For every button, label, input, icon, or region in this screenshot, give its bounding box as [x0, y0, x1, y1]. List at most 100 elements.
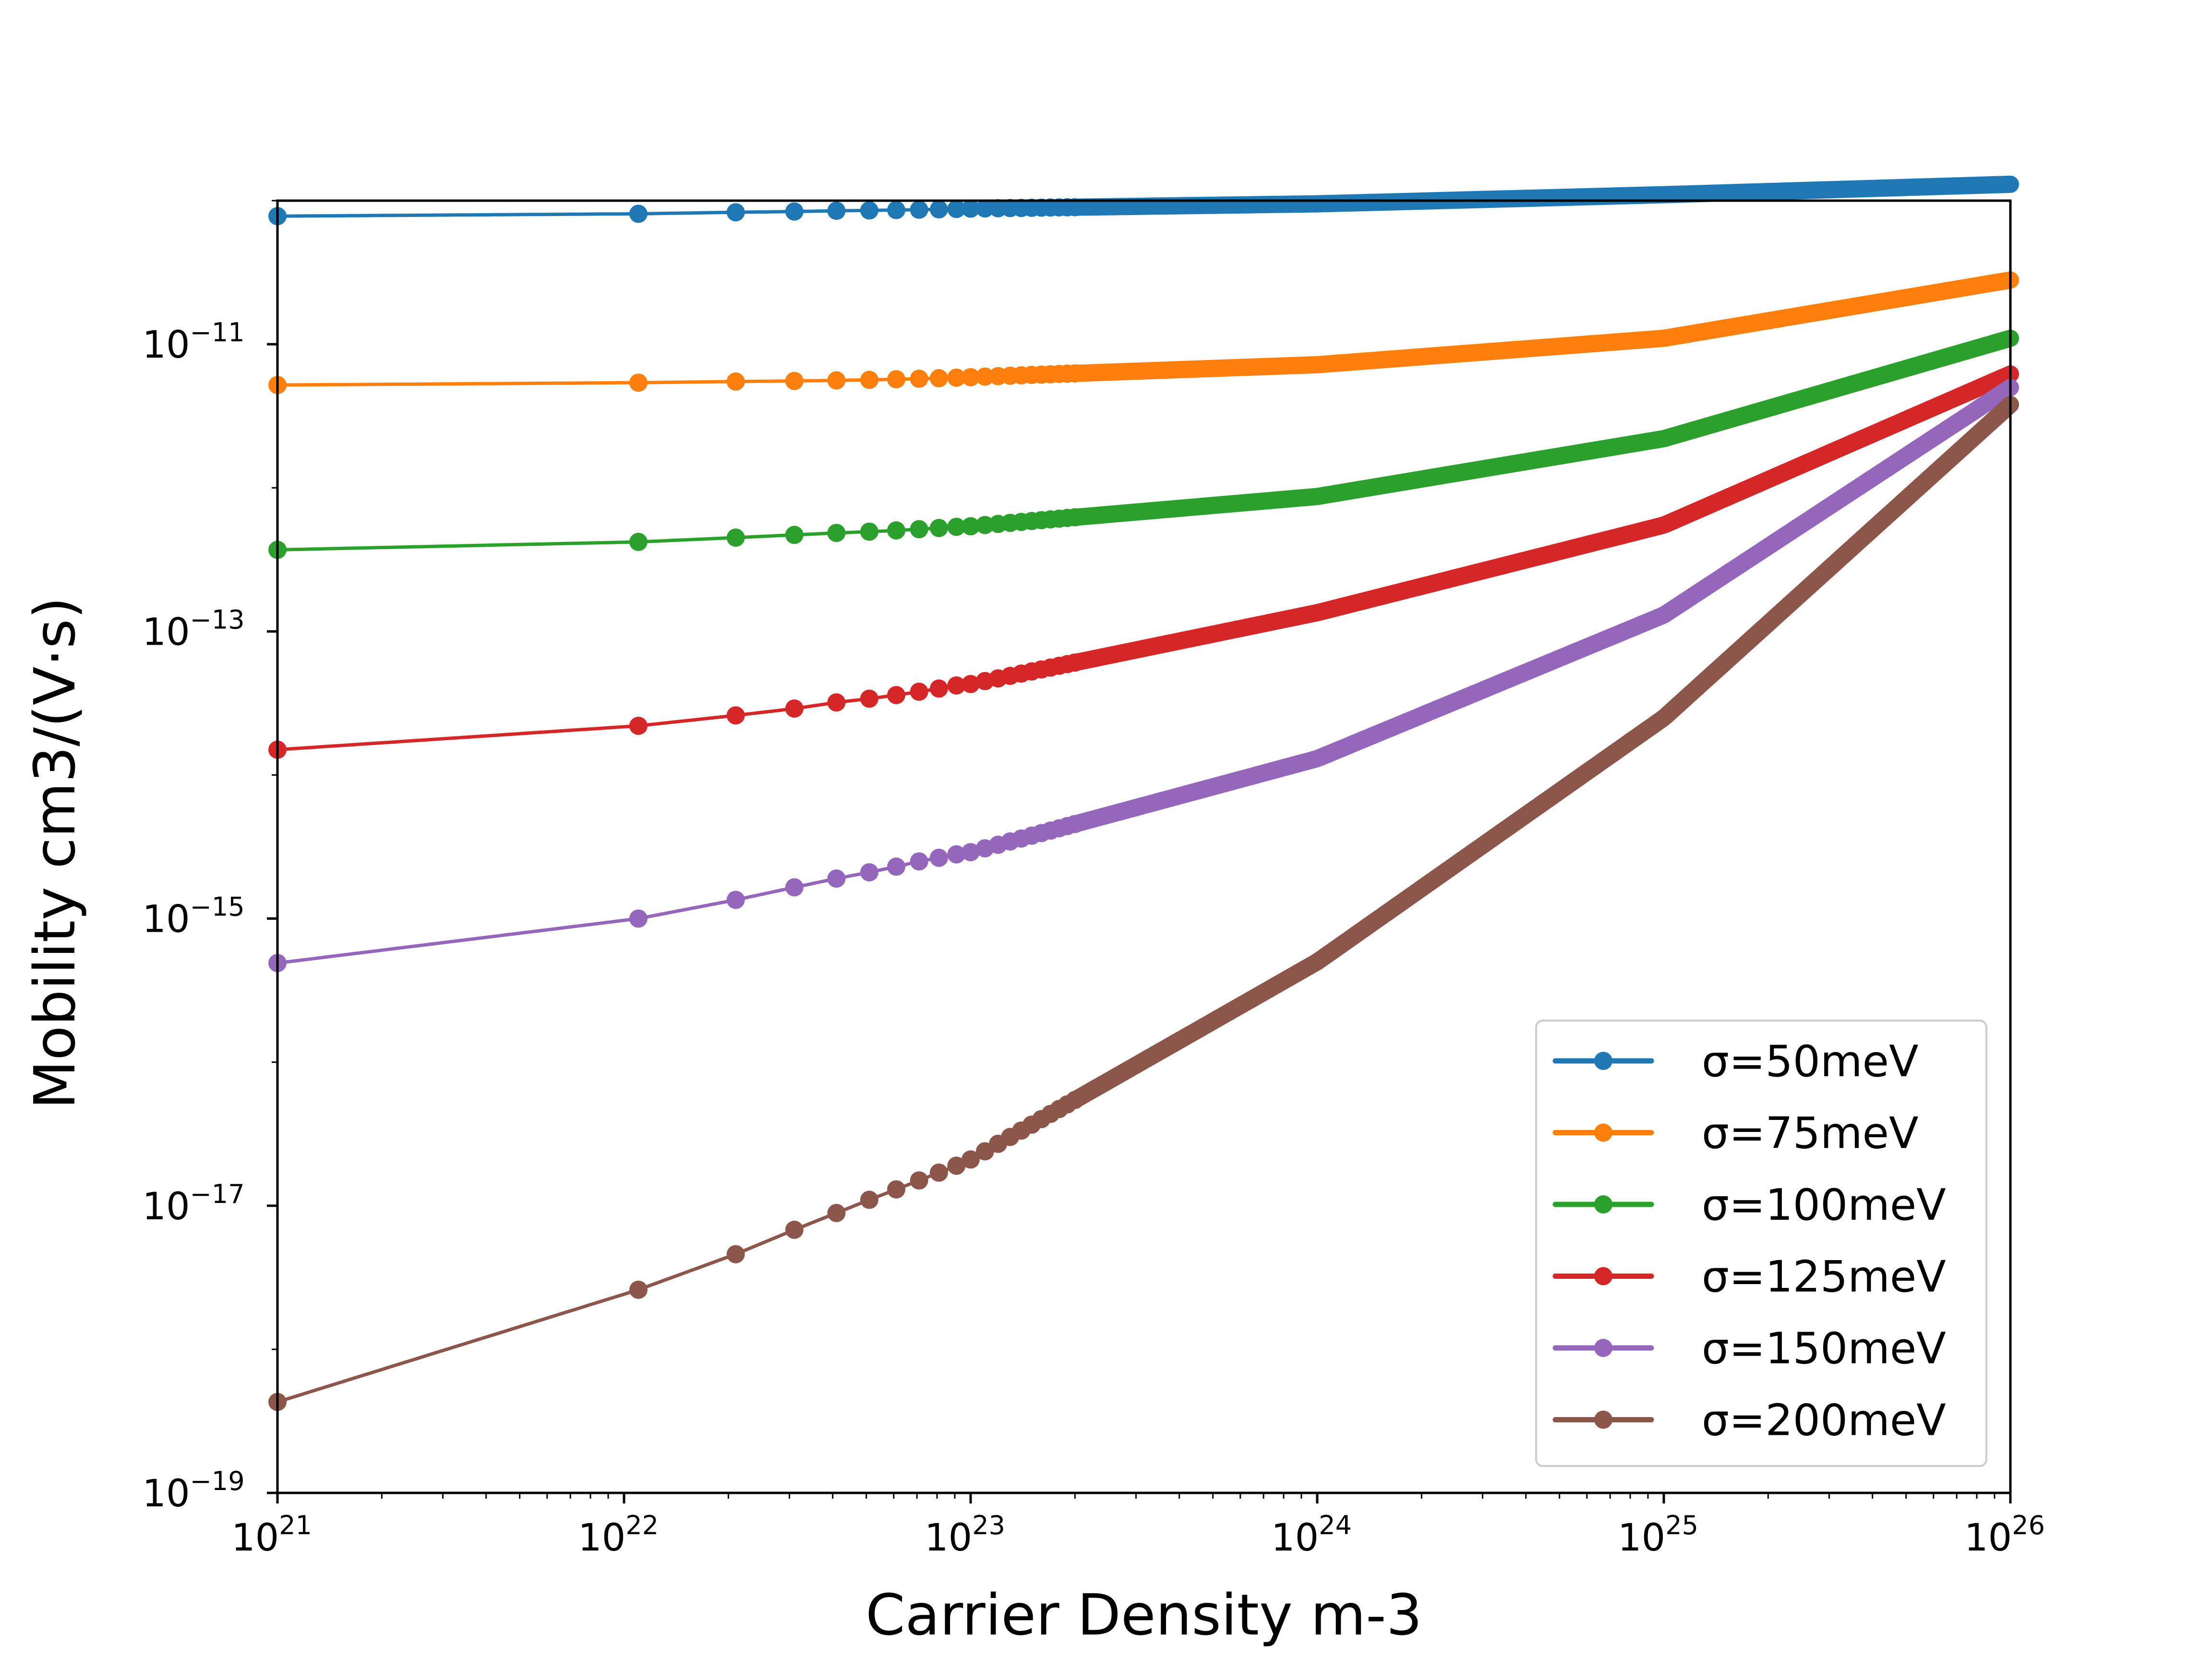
legend-marker-2	[1594, 1123, 1612, 1142]
series-2-point-11	[962, 368, 980, 386]
ticks-layer: 1021 1022 1023 1024 1025 1026 10−19 10−17 10−15 1…	[142, 200, 2045, 1560]
series-1-point-11	[962, 199, 980, 218]
y-axis-title: Mobility cm3/(V·s)	[22, 597, 88, 1109]
legend-entry-6: σ=200meV	[1552, 1395, 1946, 1446]
series-4-point-2	[629, 717, 648, 735]
series-5-point-8	[910, 852, 928, 871]
series-5-point-11	[962, 843, 980, 862]
series-2-dense-point-10	[1066, 364, 1084, 383]
series-3-point-9	[929, 518, 948, 537]
series-4-point-4	[785, 699, 804, 718]
legend: σ=50meV σ=75meV σ=100meV σ=125meV σ=150meV σ=…	[1535, 1020, 1987, 1467]
series-1-point-4	[785, 202, 804, 221]
series-2-point-2	[629, 373, 648, 392]
series-6-point-9	[929, 1163, 948, 1182]
series-4-point-8	[910, 683, 928, 701]
series-4-point-6	[860, 689, 878, 708]
series-3-point-5	[827, 524, 846, 542]
series-band-5	[1066, 379, 2019, 833]
series-2-point-3	[726, 372, 745, 391]
series-1-dense-point-1	[975, 199, 994, 218]
x-tick-label-2: 1022	[578, 1510, 659, 1560]
y-tick-label-2: 10−17	[142, 1179, 244, 1228]
x-tick-label-5: 1025	[1618, 1510, 1698, 1560]
series-4-point-5	[827, 693, 846, 712]
series-2-point-8	[910, 370, 928, 388]
legend-entry-3: σ=100meV	[1552, 1180, 1946, 1230]
series-3-point-11	[962, 517, 980, 536]
legend-entries: σ=50meV σ=75meV σ=100meV σ=125meV σ=150meV σ=…	[1552, 1036, 1946, 1446]
legend-label-1: σ=50meV	[1702, 1036, 1919, 1087]
y-tick-label-3: 10−15	[142, 892, 244, 941]
legend-marker-1	[1594, 1052, 1612, 1070]
series-4-point-3	[726, 706, 745, 725]
x-tick-label-4: 1024	[1271, 1510, 1352, 1560]
series-1-point-6	[860, 201, 878, 220]
series-1-dense-point-10	[1066, 198, 1084, 216]
series-6-point-10	[947, 1156, 966, 1175]
series-2-point-9	[929, 369, 948, 387]
legend-marker-4	[1594, 1267, 1612, 1286]
series-4-point-11	[962, 675, 980, 693]
series-6-point-7	[887, 1180, 905, 1199]
legend-label-6: σ=200meV	[1702, 1395, 1946, 1446]
series-5-point-3	[726, 890, 745, 909]
series-band-1	[1066, 175, 2019, 216]
series-5-point-2	[629, 909, 648, 928]
series-4-point-7	[887, 686, 905, 704]
series-band-2	[1066, 271, 2019, 382]
legend-entry-2: σ=75meV	[1552, 1108, 1919, 1159]
y-tick-label-1: 10−19	[142, 1466, 244, 1515]
series-6-point-3	[726, 1245, 745, 1263]
series-2-point-10	[947, 368, 966, 387]
legend-marker-5	[1594, 1339, 1612, 1357]
series-1-point-8	[910, 200, 928, 219]
series-3-point-10	[947, 517, 966, 536]
series-5-point-7	[887, 857, 905, 876]
series-3-point-8	[910, 520, 928, 539]
legend-label-2: σ=75meV	[1702, 1108, 1919, 1159]
series-4-dense-point-10	[1066, 653, 1084, 672]
legend-label-4: σ=125meV	[1702, 1252, 1946, 1302]
series-6-point-8	[910, 1171, 928, 1190]
series-4-point-10	[947, 676, 966, 695]
series-1-point-10	[947, 200, 966, 218]
x-tick-label-1: 1021	[231, 1510, 312, 1560]
series-6-point-2	[629, 1280, 648, 1299]
series-band-3	[1066, 329, 2019, 526]
series-5-point-4	[785, 878, 804, 897]
series-1-point-2	[629, 204, 648, 223]
series-2-point-5	[827, 371, 846, 390]
series-2-point-4	[785, 372, 804, 390]
series-line-5	[276, 385, 2012, 965]
series-3-dense-point-10	[1066, 508, 1084, 527]
series-5-point-10	[947, 845, 966, 864]
series-6-dense-point-10	[1066, 1091, 1084, 1109]
series-3-point-6	[860, 522, 878, 541]
x-tick-label-6: 1026	[1964, 1510, 2045, 1560]
series-4-point-9	[929, 679, 948, 698]
series-1-point-3	[726, 203, 745, 222]
series-band-6	[1066, 396, 2019, 1109]
series-5-dense-point-10	[1066, 815, 1084, 833]
series-6-point-11	[962, 1150, 980, 1169]
x-tick-label-3: 1023	[925, 1510, 1005, 1560]
series-layer	[268, 175, 2019, 1411]
series-6-point-6	[860, 1190, 878, 1209]
series-3-point-7	[887, 521, 905, 540]
series-3-point-2	[629, 532, 648, 551]
series-1-point-9	[929, 200, 948, 219]
legend-entry-1: σ=50meV	[1552, 1036, 1919, 1087]
series-6-point-4	[785, 1220, 804, 1239]
legend-marker-6	[1594, 1410, 1612, 1429]
series-5-point-6	[860, 863, 878, 882]
plot-frame	[276, 199, 2012, 1494]
legend-label-3: σ=100meV	[1702, 1180, 1946, 1230]
series-3-dense-point-1	[975, 516, 994, 534]
series-1-point-7	[887, 201, 905, 219]
y-tick-label-5: 10−11	[142, 317, 244, 367]
series-5-point-5	[827, 869, 846, 888]
series-2-point-7	[887, 370, 905, 389]
series-2-point-6	[860, 371, 878, 389]
